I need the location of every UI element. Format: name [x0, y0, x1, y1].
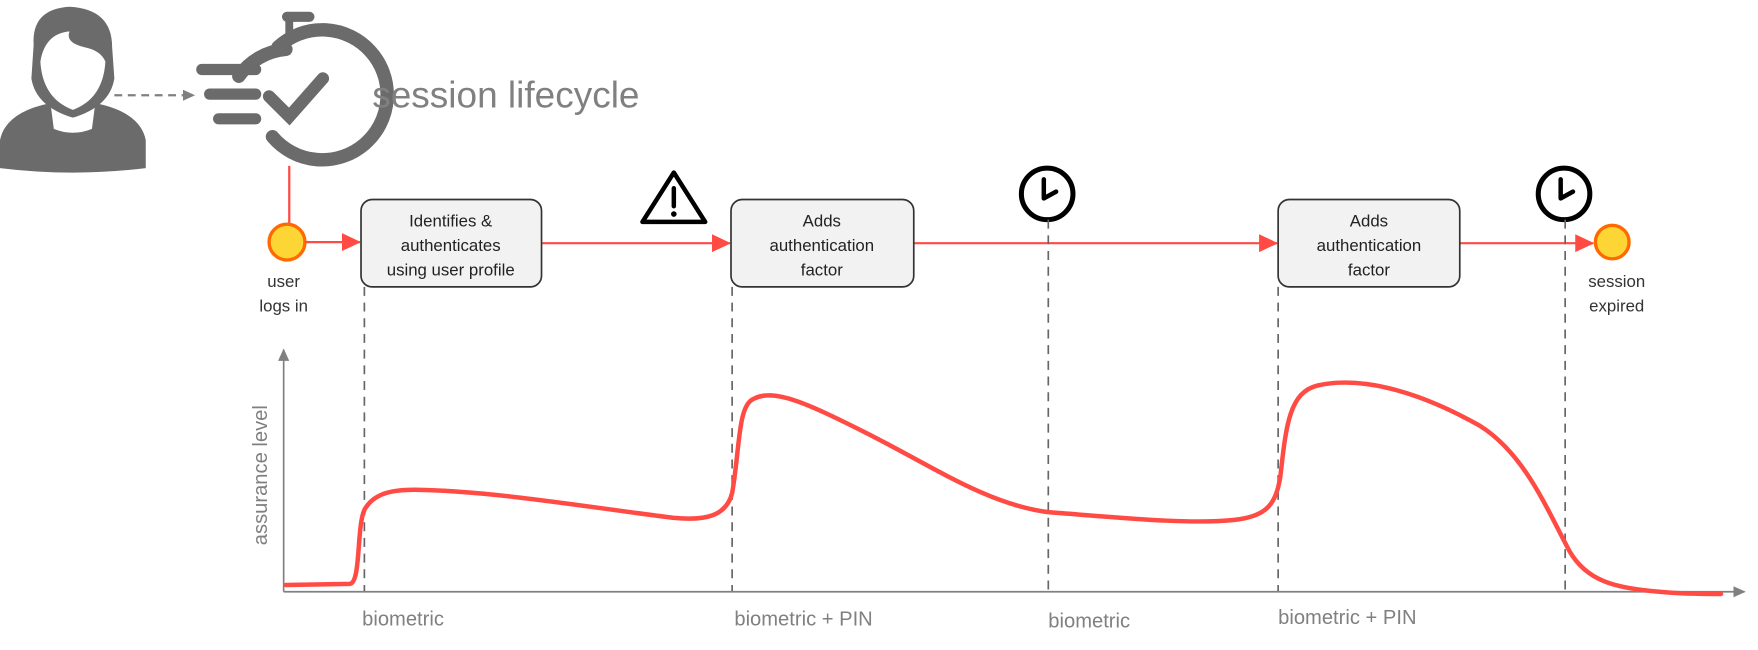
- step-text: factor: [1348, 261, 1390, 280]
- clock-icon: [1018, 165, 1076, 223]
- y-axis-label: assurance level: [250, 405, 272, 545]
- phase-label: biometric + PIN: [1278, 607, 1416, 629]
- end-label-1: session: [1588, 272, 1645, 291]
- phase-label: biometric: [362, 608, 444, 630]
- step-text: Adds: [803, 211, 841, 230]
- stopwatch-check-icon: [196, 11, 394, 167]
- diagram-title: session lifecycle: [372, 75, 639, 116]
- assurance-curve: [283, 380, 1724, 597]
- start-event: [267, 222, 307, 262]
- warning-icon: [640, 170, 708, 225]
- end-event: [1593, 223, 1631, 261]
- step-text: authenticates: [401, 236, 501, 255]
- phase-label: biometric + PIN: [734, 608, 872, 630]
- step-text: Identifies &: [409, 211, 492, 230]
- step-box-add-factor: Adds authentication factor: [1277, 198, 1461, 288]
- phase-label: biometric: [1048, 611, 1130, 633]
- step-box-identify: Identifies & authenticates using user pr…: [360, 198, 543, 288]
- step-text: authentication: [1317, 236, 1422, 255]
- step-text: using user profile: [387, 261, 515, 280]
- step-text: authentication: [770, 236, 875, 255]
- phase-guides: [363, 219, 1566, 592]
- step-box-add-factor: Adds authentication factor: [730, 198, 915, 288]
- step-text: factor: [801, 261, 843, 280]
- user-avatar-icon: [0, 6, 146, 173]
- clock-icon: [1535, 165, 1593, 223]
- step-text: Adds: [1350, 211, 1388, 230]
- end-label-2: expired: [1589, 297, 1644, 316]
- start-label-1: user: [267, 272, 300, 291]
- start-label-2: logs in: [259, 297, 308, 316]
